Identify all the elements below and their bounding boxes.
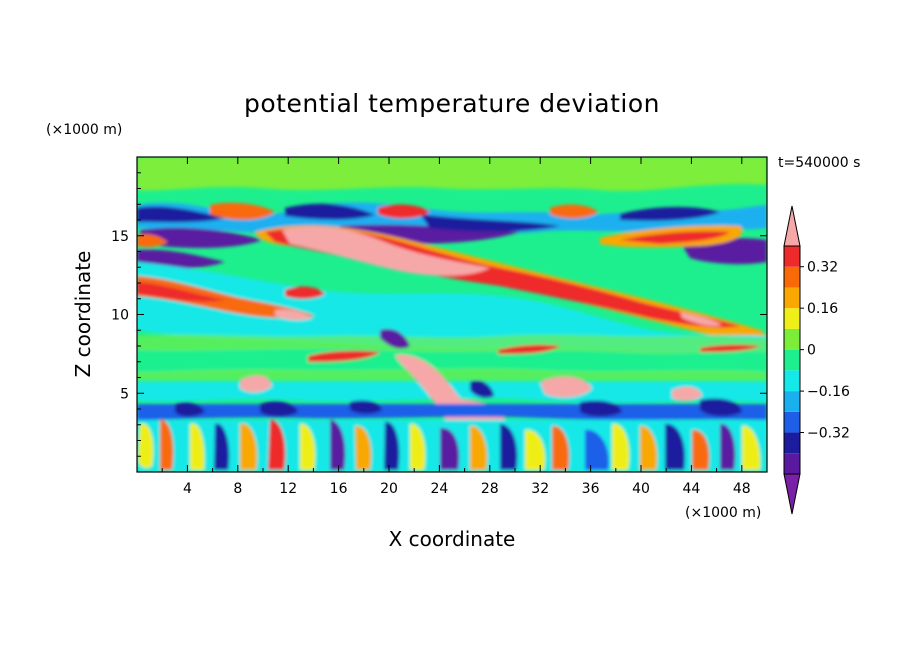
colorbar-label: −0.32 [807,426,850,442]
x-tick-label: 48 [733,481,751,497]
colorbar-max-extension [783,205,801,247]
y-unit-label: (×1000 m) [46,122,122,138]
contour-field [137,157,767,472]
colorbar-label: 0 [807,343,816,359]
colorbar-segment [784,246,800,267]
x-tick-label: 16 [330,481,348,497]
chart-title: potential temperature deviation [244,89,660,118]
colorbar-segment [784,308,800,329]
x-unit-label: (×1000 m) [685,505,761,521]
colorbar-frame [783,245,801,475]
colorbar-label: −0.16 [807,384,850,400]
colorbar-label: 0.16 [807,301,838,317]
colorbar-segment [784,287,800,309]
y-tick-label: 10 [111,308,129,324]
colorbar-segment [784,391,800,412]
y-tick-label: 15 [111,229,129,245]
x-tick-label: 4 [183,481,192,497]
x-axis-ticks: 4 8 12 16 20 24 28 32 36 40 44 48 [161,157,751,497]
time-label: t=540000 s [778,155,860,171]
colorbar-segment [784,411,800,433]
colorbar-segment [784,432,800,454]
y-axis-ticks: 5 10 15 [111,172,767,457]
x-tick-label: 36 [582,481,600,497]
x-axis-label: X coordinate [389,527,516,551]
y-axis-label: Z coordinate [71,251,95,378]
colorbar-label: 0.32 [807,260,838,276]
x-tick-label: 40 [632,481,650,497]
colorbar: 0.32 0.16 0 −0.16 −0.32 [783,205,850,515]
x-tick-label: 12 [279,481,297,497]
colorbar-segment [784,453,800,474]
colorbar-segment [784,266,800,288]
y-tick-label: 5 [120,386,129,402]
x-tick-label: 32 [531,481,549,497]
x-tick-label: 28 [481,481,499,497]
x-tick-label: 24 [430,481,448,497]
colorbar-segment [784,370,800,392]
x-tick-label: 8 [233,481,242,497]
x-tick-label: 20 [380,481,398,497]
x-tick-label: 44 [682,481,700,497]
colorbar-segment [784,328,800,350]
colorbar-min-extension [783,473,801,515]
colorbar-segment [784,349,800,371]
